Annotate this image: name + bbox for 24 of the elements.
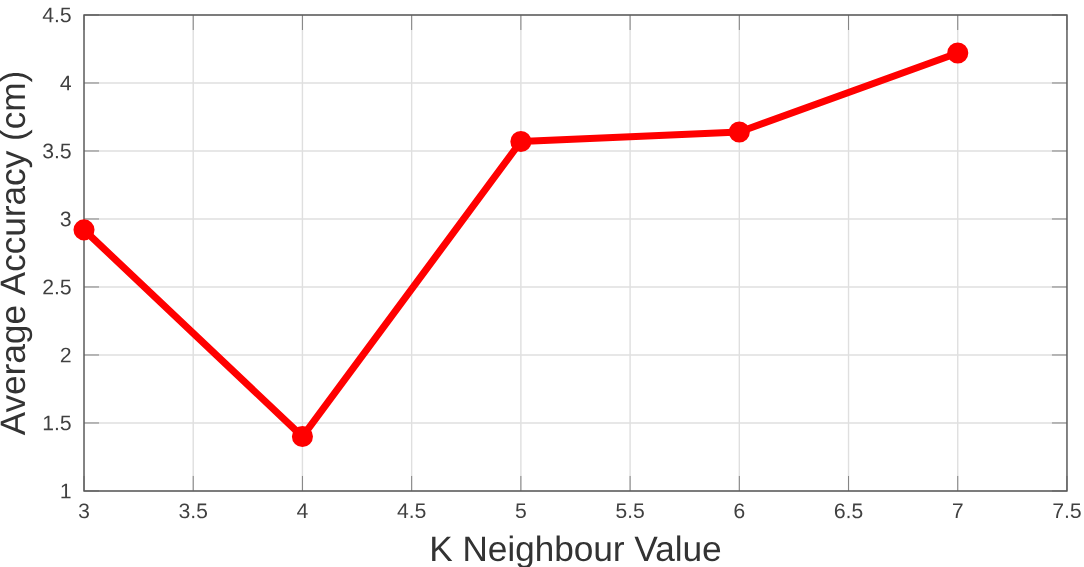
y-tick-label: 2.5 — [43, 279, 71, 295]
point — [73, 219, 95, 241]
x-tick-label: 4.5 — [397, 503, 426, 519]
x-tick-label: 6.5 — [834, 503, 863, 519]
y-axis-title: Average Accuracy (cm) — [0, 72, 33, 436]
x-tick-label: 4 — [297, 503, 308, 518]
y-tick-label: 1 — [61, 483, 71, 499]
x-tick-label: 5.5 — [616, 503, 644, 519]
y-tick-label: 1.5 — [43, 415, 71, 431]
x-tick-label: 3.5 — [179, 503, 208, 519]
point — [728, 121, 750, 143]
x-tick-label: 5 — [515, 503, 526, 519]
y-tick-label: 2 — [60, 347, 71, 363]
y-tick-label: 3.5 — [43, 143, 71, 159]
x-tick-label: 3 — [78, 503, 89, 519]
x-tick-label: 6 — [734, 503, 745, 519]
point — [510, 130, 532, 153]
y-tick-label: 4 — [60, 75, 71, 91]
x-tick-label: 7.5 — [1053, 503, 1081, 519]
point — [947, 42, 969, 64]
point — [291, 426, 313, 448]
x-tick-label: 7 — [952, 503, 963, 518]
y-tick-label: 4.5 — [42, 7, 71, 23]
y-tick-label: 3 — [60, 211, 71, 227]
